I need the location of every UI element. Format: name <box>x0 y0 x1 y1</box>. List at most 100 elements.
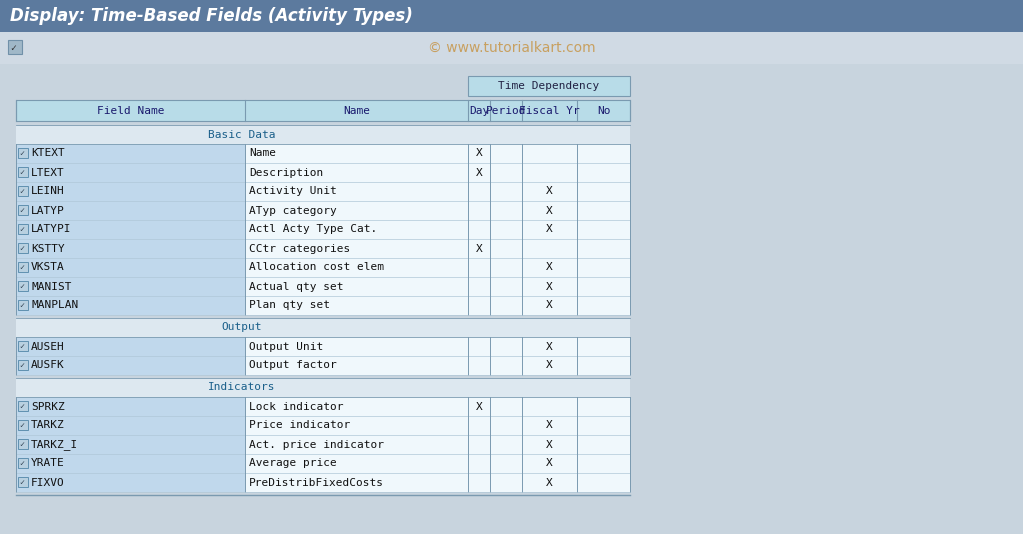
Text: ✓: ✓ <box>19 206 24 215</box>
Bar <box>18 186 28 196</box>
Bar <box>16 239 244 258</box>
Bar <box>468 220 630 239</box>
Text: Display: Time-Based Fields (Activity Types): Display: Time-Based Fields (Activity Typ… <box>10 7 413 25</box>
Text: Output factor: Output factor <box>249 360 337 371</box>
Text: ✓: ✓ <box>19 225 24 234</box>
Text: PreDistribFixedCosts: PreDistribFixedCosts <box>249 477 384 488</box>
Text: ✓: ✓ <box>19 187 24 196</box>
Bar <box>244 416 468 435</box>
Bar <box>16 337 244 356</box>
Text: X: X <box>476 168 483 177</box>
Text: Actl Acty Type Cat.: Actl Acty Type Cat. <box>249 224 377 234</box>
Text: YRATE: YRATE <box>31 459 64 468</box>
Bar <box>468 397 630 416</box>
Text: Basic Data: Basic Data <box>209 130 276 139</box>
Text: Time Dependency: Time Dependency <box>498 81 599 91</box>
Text: Name: Name <box>249 148 276 159</box>
Text: X: X <box>546 342 552 351</box>
Text: X: X <box>476 148 483 159</box>
Text: Plan qty set: Plan qty set <box>249 301 330 310</box>
Text: TARKZ: TARKZ <box>31 420 64 430</box>
Bar <box>244 163 468 182</box>
Text: X: X <box>546 224 552 234</box>
Text: X: X <box>546 477 552 488</box>
Bar <box>18 401 28 411</box>
Text: Description: Description <box>249 168 323 177</box>
Bar <box>468 76 630 96</box>
Text: Name: Name <box>343 106 370 115</box>
Bar <box>16 356 244 375</box>
Bar <box>16 473 244 492</box>
Text: CCtr categories: CCtr categories <box>249 244 350 254</box>
Bar <box>468 144 630 163</box>
Text: LATYPI: LATYPI <box>31 224 72 234</box>
Bar <box>468 163 630 182</box>
Bar <box>468 182 630 201</box>
Bar <box>18 341 28 351</box>
Bar <box>468 454 630 473</box>
Text: Output Unit: Output Unit <box>249 342 323 351</box>
Text: Average price: Average price <box>249 459 337 468</box>
Text: VKSTA: VKSTA <box>31 263 64 272</box>
Text: X: X <box>546 301 552 310</box>
Bar <box>16 163 244 182</box>
Text: ✓: ✓ <box>19 478 24 487</box>
Text: LEINH: LEINH <box>31 186 64 197</box>
Bar <box>16 397 244 416</box>
Bar <box>18 477 28 487</box>
Text: ✓: ✓ <box>19 263 24 272</box>
Bar <box>18 148 28 158</box>
Text: X: X <box>546 459 552 468</box>
Text: SPRKZ: SPRKZ <box>31 402 64 412</box>
Bar <box>244 454 468 473</box>
Bar <box>18 224 28 234</box>
Bar <box>18 300 28 310</box>
Text: Day: Day <box>469 106 489 115</box>
Text: LTEXT: LTEXT <box>31 168 64 177</box>
Bar <box>468 296 630 315</box>
Bar <box>16 125 630 144</box>
Bar <box>16 144 244 163</box>
Bar <box>0 32 1023 64</box>
Text: AUSEH: AUSEH <box>31 342 64 351</box>
Text: Allocation cost elem: Allocation cost elem <box>249 263 384 272</box>
Text: X: X <box>546 206 552 216</box>
Text: Fiscal Yr: Fiscal Yr <box>519 106 580 115</box>
Text: X: X <box>546 420 552 430</box>
Bar <box>16 100 630 121</box>
Text: Indicators: Indicators <box>209 382 276 392</box>
Text: LATYP: LATYP <box>31 206 64 216</box>
Text: X: X <box>476 402 483 412</box>
Bar <box>18 205 28 215</box>
Text: ✓: ✓ <box>19 149 24 158</box>
Bar <box>468 258 630 277</box>
Text: Lock indicator: Lock indicator <box>249 402 344 412</box>
Bar <box>16 318 630 337</box>
Text: X: X <box>546 186 552 197</box>
Bar <box>18 281 28 291</box>
Bar <box>18 167 28 177</box>
Text: Actual qty set: Actual qty set <box>249 281 344 292</box>
Text: Act. price indicator: Act. price indicator <box>249 439 384 450</box>
Text: Price indicator: Price indicator <box>249 420 350 430</box>
Text: ✓: ✓ <box>19 282 24 291</box>
Bar <box>244 258 468 277</box>
Bar <box>244 144 468 163</box>
Bar <box>16 277 244 296</box>
Text: X: X <box>476 244 483 254</box>
Bar <box>244 220 468 239</box>
Bar <box>244 277 468 296</box>
Bar <box>18 243 28 253</box>
Text: KSTTY: KSTTY <box>31 244 64 254</box>
Bar <box>18 420 28 430</box>
Text: MANPLAN: MANPLAN <box>31 301 78 310</box>
Text: ✓: ✓ <box>19 361 24 370</box>
Text: Period: Period <box>486 106 526 115</box>
Text: X: X <box>546 281 552 292</box>
Bar <box>468 337 630 356</box>
Bar <box>18 458 28 468</box>
Text: ✓: ✓ <box>19 168 24 177</box>
Text: © www.tutorialkart.com: © www.tutorialkart.com <box>429 41 595 55</box>
Text: MANIST: MANIST <box>31 281 72 292</box>
Text: ✓: ✓ <box>19 459 24 468</box>
